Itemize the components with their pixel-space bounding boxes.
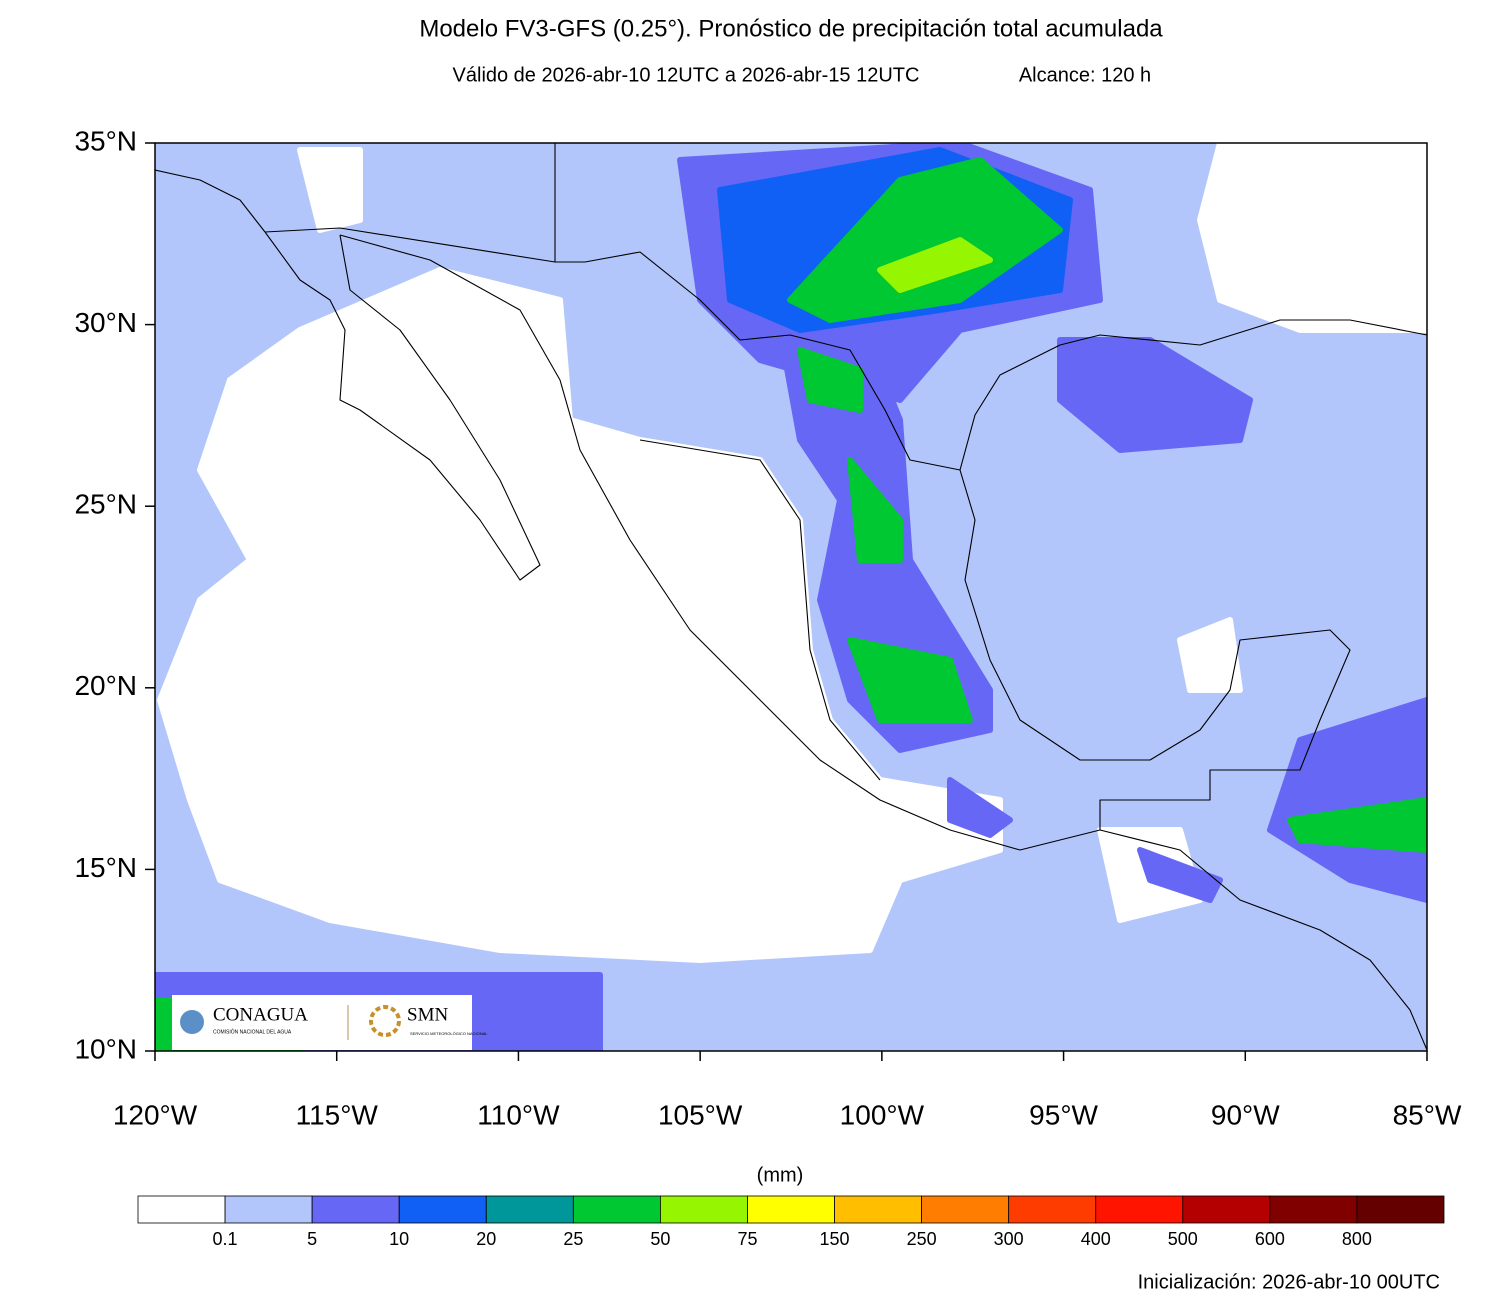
colorbar-box xyxy=(137,1195,226,1224)
colorbar-box xyxy=(485,1195,574,1224)
colorbar-label: 600 xyxy=(1255,1229,1285,1249)
colorbar-label: 20 xyxy=(476,1229,496,1249)
colorbar-label: 5 xyxy=(307,1229,317,1249)
conagua-icon xyxy=(180,1010,204,1034)
border xyxy=(264,227,961,471)
colorbar-box xyxy=(1182,1195,1271,1224)
colorbar-label: 250 xyxy=(907,1229,937,1249)
central-america-coast xyxy=(1099,829,1427,1051)
colorbar-label: 10 xyxy=(389,1229,409,1249)
colorbar-label: 400 xyxy=(1081,1229,1111,1249)
coastlines xyxy=(155,143,1427,1051)
lat-label: 35°N xyxy=(74,125,137,156)
precip-area xyxy=(787,157,1063,323)
lat-label: 30°N xyxy=(74,307,137,338)
colorbar-box xyxy=(224,1195,313,1224)
precip-area xyxy=(797,347,863,413)
precip-area xyxy=(1267,697,1427,903)
lon-label: 90°W xyxy=(1211,1099,1280,1130)
colorbar-box xyxy=(660,1195,748,1224)
conagua-logo: CONAGUA xyxy=(213,1004,308,1025)
precip-area xyxy=(847,637,973,723)
logo-panel: CONAGUA COMISIÓN NACIONAL DEL AGUA SMN S… xyxy=(172,995,488,1050)
colorbar-box xyxy=(834,1195,922,1224)
colorbar-box xyxy=(1095,1195,1184,1224)
lat-label: 25°N xyxy=(74,489,137,520)
smn-icon xyxy=(369,1005,401,1037)
colorbar-box xyxy=(1008,1195,1097,1224)
lon-label: 100°W xyxy=(840,1099,925,1130)
colorbar-box xyxy=(572,1195,661,1224)
lat-label: 20°N xyxy=(74,670,137,701)
colorbar-label: 500 xyxy=(1168,1229,1198,1249)
colorbar-label: 800 xyxy=(1342,1229,1372,1249)
lat-label: 10°N xyxy=(74,1033,137,1064)
colorbar-units: (mm) xyxy=(757,1164,804,1186)
title: Modelo FV3-GFS (0.25°). Pronóstico de pr… xyxy=(419,15,1163,42)
initialization: Inicialización: 2026-abr-10 00UTC xyxy=(1138,1271,1440,1293)
precip-area xyxy=(1177,617,1243,693)
lon-label: 110°W xyxy=(477,1099,560,1130)
precip-area xyxy=(877,237,993,293)
forecast-range: Alcance: 120 h xyxy=(1019,64,1151,86)
lat-label: 15°N xyxy=(74,852,137,883)
california-coast xyxy=(155,169,266,233)
precip-area xyxy=(1197,143,1427,333)
precip-area xyxy=(947,777,1013,838)
lon-label: 120°W xyxy=(113,1099,198,1130)
colorbar-box xyxy=(1269,1195,1358,1224)
colorbar-label: 150 xyxy=(820,1229,850,1249)
colorbar-box xyxy=(398,1195,487,1224)
subtitle: Válido de 2026-abr-10 12UTC a 2026-abr-1… xyxy=(453,64,920,86)
colorbar-label: 25 xyxy=(563,1229,583,1249)
colorbar-box xyxy=(747,1195,835,1224)
colorbar-label: 0.1 xyxy=(213,1229,238,1249)
lon-label: 85°W xyxy=(1393,1099,1462,1130)
lon-label: 115°W xyxy=(296,1099,379,1130)
smn-logo: SMN xyxy=(407,1004,448,1025)
colorbar-box xyxy=(1356,1195,1445,1224)
conagua-subtitle: COMISIÓN NACIONAL DEL AGUA xyxy=(213,1028,292,1035)
precip-area xyxy=(1287,797,1427,853)
internal-borders xyxy=(639,439,881,781)
precip-area xyxy=(297,147,363,233)
baja-coast xyxy=(264,231,541,581)
colorbar-label: 300 xyxy=(994,1229,1024,1249)
colorbar-box xyxy=(311,1195,400,1224)
lon-label: 95°W xyxy=(1029,1099,1098,1130)
mexico-coast xyxy=(339,234,1427,851)
precip-area xyxy=(847,457,903,563)
lon-label: 105°W xyxy=(658,1099,743,1130)
colorbar-box xyxy=(921,1195,1010,1224)
map-frame xyxy=(154,142,1428,1052)
colorbar-label: 75 xyxy=(737,1229,757,1249)
smn-subtitle: SERVICIO METEOROLÓGICO NACIONAL xyxy=(410,1031,488,1036)
precipitation-field xyxy=(155,143,1427,1051)
colorbar-label: 50 xyxy=(650,1229,670,1249)
precip-area xyxy=(1137,847,1223,903)
logo-background xyxy=(172,995,472,1050)
